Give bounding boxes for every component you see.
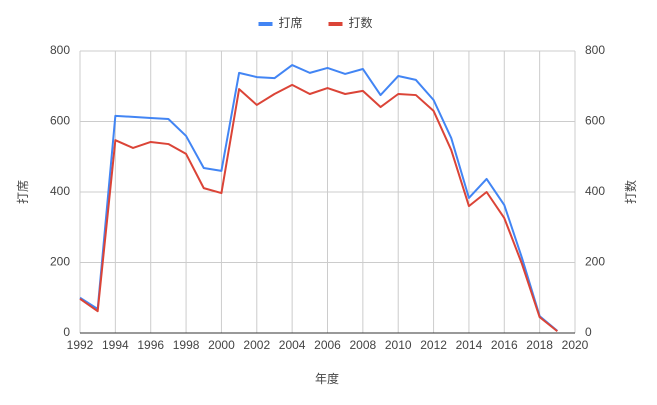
y-tick-label: 200 [50, 255, 70, 269]
y-tick-label: 0 [63, 325, 70, 339]
x-tick-label: 2008 [350, 338, 377, 352]
y-axis-label: 打席 [15, 180, 30, 204]
x-tick-label: 1994 [102, 338, 129, 352]
y2-tick-label: 200 [585, 255, 605, 269]
x-tick-label: 2010 [385, 338, 412, 352]
x-tick-label: 1996 [137, 338, 164, 352]
y2-tick-label: 0 [585, 325, 592, 339]
y2-axis-label: 打数 [623, 180, 638, 204]
y2-tick-label: 800 [585, 43, 605, 57]
x-tick-label: 2014 [456, 338, 483, 352]
x-tick-label: 1998 [173, 338, 200, 352]
y2-tick-label: 400 [585, 184, 605, 198]
x-tick-label: 2012 [420, 338, 447, 352]
x-tick-label: 2004 [279, 338, 306, 352]
y-tick-label: 400 [50, 184, 70, 198]
series-line [79, 83, 558, 333]
x-tick-label: 2000 [208, 338, 235, 352]
y-tick-label: 800 [50, 43, 70, 57]
x-tick-label: 2018 [526, 338, 553, 352]
series-line [79, 64, 558, 332]
x-tick-label: 1992 [67, 338, 94, 352]
x-axis-label: 年度 [315, 371, 339, 386]
legend-label: 打席 [279, 15, 303, 30]
x-tick-label: 2002 [243, 338, 270, 352]
x-tick-label: 2016 [491, 338, 518, 352]
y2-tick-label: 600 [585, 114, 605, 128]
legend-label: 打数 [349, 15, 373, 30]
x-tick-label: 2006 [314, 338, 341, 352]
y-tick-label: 600 [50, 114, 70, 128]
x-tick-label: 2020 [562, 338, 589, 352]
